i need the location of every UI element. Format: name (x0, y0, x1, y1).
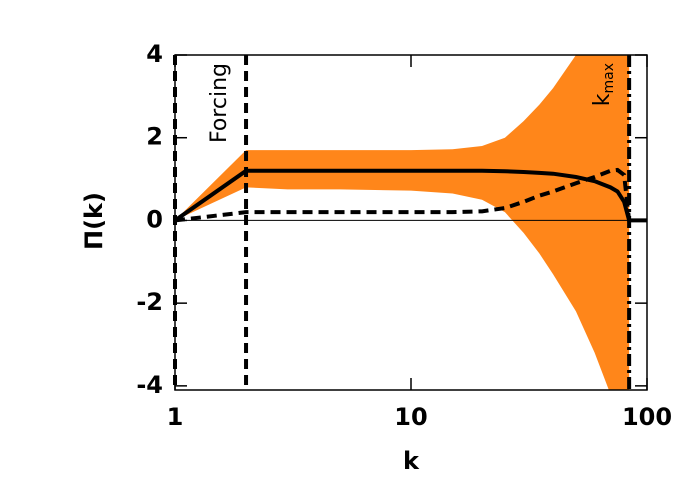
reference-label-text: k (590, 93, 615, 106)
reference-label-text: Forcing (207, 63, 232, 143)
x-tick-label: 10 (394, 403, 427, 431)
y-axis-label: Π(k) (80, 192, 108, 250)
x-tick-label: 100 (622, 403, 672, 431)
spread-band (175, 55, 630, 390)
series-line (175, 168, 647, 223)
plot-area (175, 55, 647, 390)
y-tick-label: 0 (146, 205, 163, 233)
y-tick-label: 2 (146, 123, 163, 151)
y-tick-label: -4 (136, 371, 163, 399)
reference-label: Forcing (207, 63, 232, 143)
series-line (175, 167, 632, 223)
y-tick-label: -2 (136, 288, 163, 316)
x-axis-label: k (403, 447, 420, 475)
y-tick-label: 4 (146, 40, 163, 68)
reference-label-sub: max (601, 63, 617, 94)
reference-label: kmax (590, 63, 617, 106)
x-tick-label: 1 (167, 403, 184, 431)
